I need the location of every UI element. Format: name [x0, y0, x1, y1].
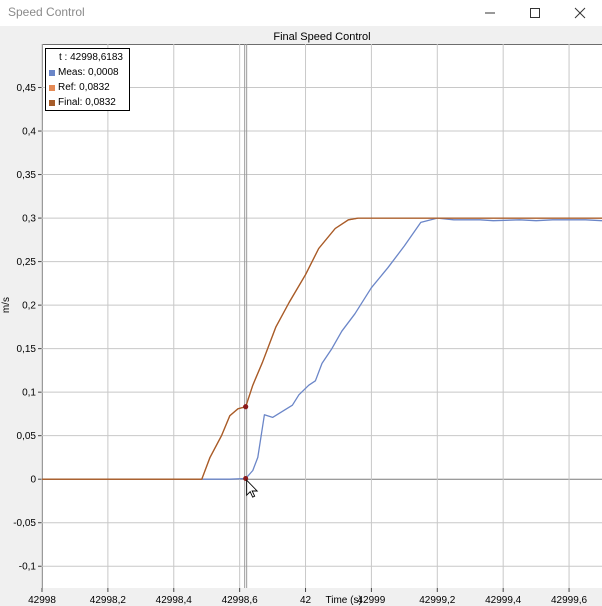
cursor-marker-meas: [243, 476, 249, 482]
legend-label-final: Final: 0,0832: [58, 97, 116, 108]
x-tick-label: 42998: [28, 595, 56, 606]
y-tick-label: 0,1: [22, 388, 36, 399]
cursor-marker-final: [243, 404, 249, 410]
x-axis-label: Time (s): [326, 595, 362, 606]
y-tick-label: 0,25: [17, 257, 37, 268]
legend-item-ref: Ref: 0,0832: [49, 80, 129, 95]
x-tick-label: 42998,6: [222, 595, 259, 606]
legend-item-final: Final: 0,0832: [49, 95, 129, 110]
y-tick-label: 0,35: [17, 170, 37, 181]
y-tick-label: 0,3: [22, 214, 36, 225]
y-tick-label: 0,4: [22, 127, 36, 138]
legend-label-ref: Ref: 0,0832: [58, 82, 110, 93]
window-titlebar: Speed Control: [0, 0, 602, 26]
y-tick-label: 0,05: [17, 431, 37, 442]
x-tick-label: 42998,2: [90, 595, 127, 606]
x-tick-label: 42999,2: [419, 595, 456, 606]
x-tick-label: 42998,4: [156, 595, 193, 606]
maximize-button[interactable]: [513, 0, 557, 26]
close-icon: [574, 7, 586, 19]
y-tick-label: -0,05: [13, 518, 36, 529]
y-tick-label: 0: [30, 475, 36, 486]
y-tick-label: 0,15: [17, 344, 37, 355]
minimize-button[interactable]: [468, 0, 512, 26]
x-tick-label: 42999: [358, 595, 386, 606]
window-title: Speed Control: [8, 5, 85, 19]
legend-swatch-final: [49, 99, 55, 106]
x-tick-label: 42: [300, 595, 312, 606]
maximize-icon: [530, 8, 540, 18]
x-tick-label: 42999,6: [551, 595, 588, 606]
legend-cursor-time: t : 42998,6183: [59, 52, 123, 63]
y-tick-label: 0,45: [17, 83, 37, 94]
chart-title: Final Speed Control: [273, 31, 371, 43]
legend-swatch-meas: [49, 69, 55, 76]
legend-swatch-ref: [49, 84, 55, 91]
y-tick-label: 0,2: [22, 301, 36, 312]
legend-label-meas: Meas: 0,0008: [58, 67, 119, 78]
plot-area[interactable]: [42, 44, 602, 588]
series-line-final: [42, 217, 602, 480]
minimize-icon: [485, 12, 495, 14]
mouse-pointer-icon: [246, 479, 259, 498]
close-button[interactable]: [558, 0, 602, 26]
series-line-meas: [42, 217, 602, 480]
y-axis-label: m/s: [1, 297, 12, 313]
y-tick-label: -0,1: [19, 562, 37, 573]
x-tick-label: 42999,4: [485, 595, 522, 606]
legend-item-meas: Meas: 0,0008: [49, 65, 129, 80]
legend: t : 42998,6183 Meas: 0,0008 Ref: 0,0832 …: [45, 48, 130, 111]
